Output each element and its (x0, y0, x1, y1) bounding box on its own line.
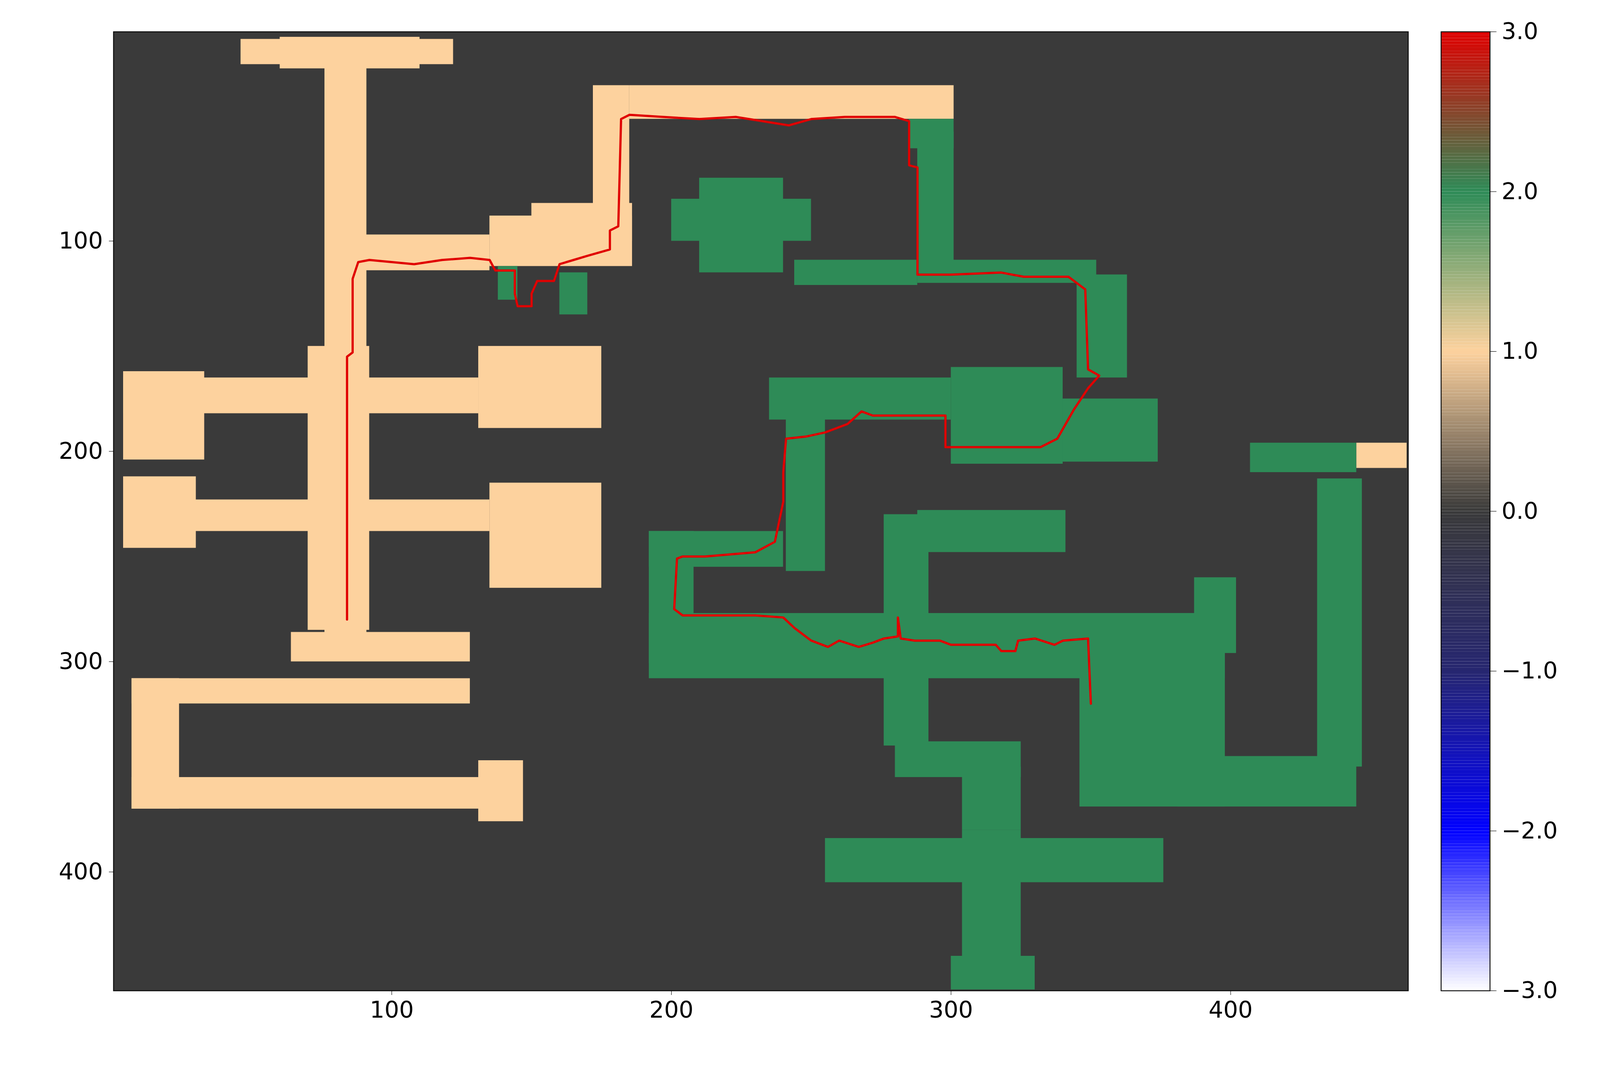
svg-text:100: 100 (369, 996, 414, 1023)
svg-text:200: 200 (649, 996, 694, 1023)
svg-text:300: 300 (928, 996, 973, 1023)
svg-text:−3.0: −3.0 (1501, 976, 1558, 1004)
svg-text:1.0: 1.0 (1501, 337, 1539, 364)
svg-text:300: 300 (58, 647, 103, 675)
svg-text:200: 200 (58, 437, 103, 464)
svg-text:3.0: 3.0 (1501, 17, 1539, 45)
svg-text:400: 400 (1208, 996, 1253, 1023)
svg-text:400: 400 (58, 857, 103, 885)
svg-text:−1.0: −1.0 (1501, 656, 1558, 684)
svg-text:0.0: 0.0 (1501, 497, 1539, 524)
svg-text:100: 100 (58, 227, 103, 254)
svg-text:−2.0: −2.0 (1501, 816, 1558, 844)
svg-text:2.0: 2.0 (1501, 177, 1539, 205)
